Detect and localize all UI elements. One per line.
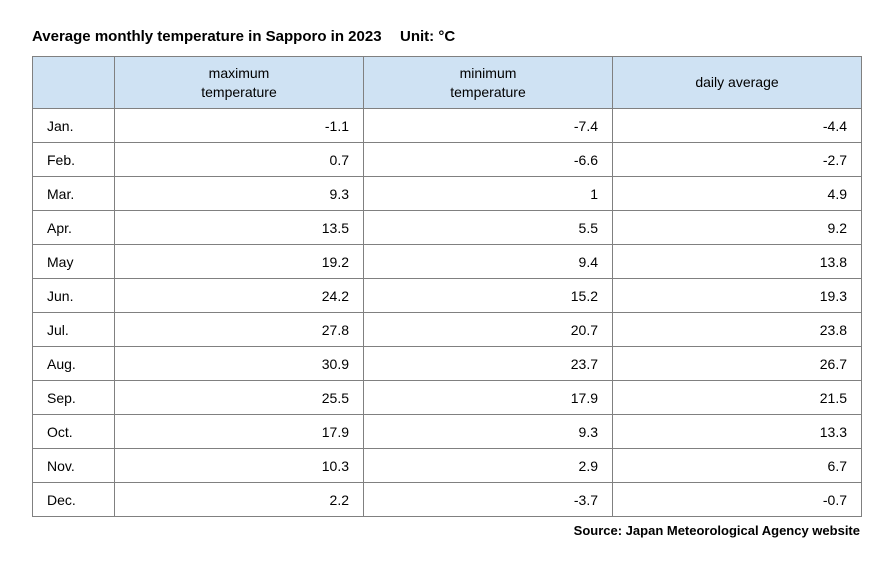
min-cell: 15.2 (364, 279, 613, 313)
min-cell: 9.4 (364, 245, 613, 279)
avg-cell: -4.4 (613, 109, 862, 143)
max-cell: 30.9 (115, 347, 364, 381)
min-cell: 17.9 (364, 381, 613, 415)
max-cell: -1.1 (115, 109, 364, 143)
max-cell: 13.5 (115, 211, 364, 245)
month-cell: Jul. (33, 313, 115, 347)
month-cell: Jun. (33, 279, 115, 313)
avg-cell: 26.7 (613, 347, 862, 381)
table-row: Nov. 10.3 2.9 6.7 (33, 449, 862, 483)
table-row: Aug. 30.9 23.7 26.7 (33, 347, 862, 381)
title-row: Average monthly temperature in Sapporo i… (32, 28, 862, 46)
month-cell: Oct. (33, 415, 115, 449)
max-cell: 27.8 (115, 313, 364, 347)
month-cell: Apr. (33, 211, 115, 245)
page-title: Average monthly temperature in Sapporo i… (32, 28, 382, 45)
min-cell: 9.3 (364, 415, 613, 449)
min-cell: -6.6 (364, 143, 613, 177)
month-cell: Aug. (33, 347, 115, 381)
month-cell: Dec. (33, 483, 115, 517)
month-cell: Sep. (33, 381, 115, 415)
max-cell: 17.9 (115, 415, 364, 449)
table-row: Jan. -1.1 -7.4 -4.4 (33, 109, 862, 143)
max-cell: 10.3 (115, 449, 364, 483)
min-cell: -3.7 (364, 483, 613, 517)
max-cell: 24.2 (115, 279, 364, 313)
min-cell: 2.9 (364, 449, 613, 483)
min-cell: 1 (364, 177, 613, 211)
table-row: Oct. 17.9 9.3 13.3 (33, 415, 862, 449)
unit-label: Unit: °C (400, 28, 455, 45)
avg-cell: 21.5 (613, 381, 862, 415)
table-row: Dec. 2.2 -3.7 -0.7 (33, 483, 862, 517)
table-row: Mar. 9.3 1 4.9 (33, 177, 862, 211)
month-cell: Mar. (33, 177, 115, 211)
min-cell: 23.7 (364, 347, 613, 381)
avg-cell: 23.8 (613, 313, 862, 347)
column-header-avg: daily average (613, 57, 862, 109)
source-text: Source: Japan Meteorological Agency webs… (32, 523, 862, 538)
avg-cell: 13.8 (613, 245, 862, 279)
avg-cell: 9.2 (613, 211, 862, 245)
temperature-table: maximumtemperature minimumtemperature da… (32, 56, 862, 517)
avg-cell: -2.7 (613, 143, 862, 177)
min-cell: 20.7 (364, 313, 613, 347)
column-header-month (33, 57, 115, 109)
min-cell: 5.5 (364, 211, 613, 245)
table-row: May 19.2 9.4 13.8 (33, 245, 862, 279)
month-cell: Nov. (33, 449, 115, 483)
table-row: Jun. 24.2 15.2 19.3 (33, 279, 862, 313)
avg-cell: 4.9 (613, 177, 862, 211)
table-row: Sep. 25.5 17.9 21.5 (33, 381, 862, 415)
max-cell: 19.2 (115, 245, 364, 279)
max-cell: 25.5 (115, 381, 364, 415)
table-body: Jan. -1.1 -7.4 -4.4 Feb. 0.7 -6.6 -2.7 M… (33, 109, 862, 517)
max-cell: 2.2 (115, 483, 364, 517)
avg-cell: 19.3 (613, 279, 862, 313)
month-cell: May (33, 245, 115, 279)
avg-cell: 6.7 (613, 449, 862, 483)
month-cell: Jan. (33, 109, 115, 143)
min-cell: -7.4 (364, 109, 613, 143)
table-header: maximumtemperature minimumtemperature da… (33, 57, 862, 109)
avg-cell: -0.7 (613, 483, 862, 517)
table-row: Apr. 13.5 5.5 9.2 (33, 211, 862, 245)
column-header-min: minimumtemperature (364, 57, 613, 109)
max-cell: 9.3 (115, 177, 364, 211)
max-cell: 0.7 (115, 143, 364, 177)
month-cell: Feb. (33, 143, 115, 177)
column-header-max: maximumtemperature (115, 57, 364, 109)
table-row: Feb. 0.7 -6.6 -2.7 (33, 143, 862, 177)
table-row: Jul. 27.8 20.7 23.8 (33, 313, 862, 347)
avg-cell: 13.3 (613, 415, 862, 449)
